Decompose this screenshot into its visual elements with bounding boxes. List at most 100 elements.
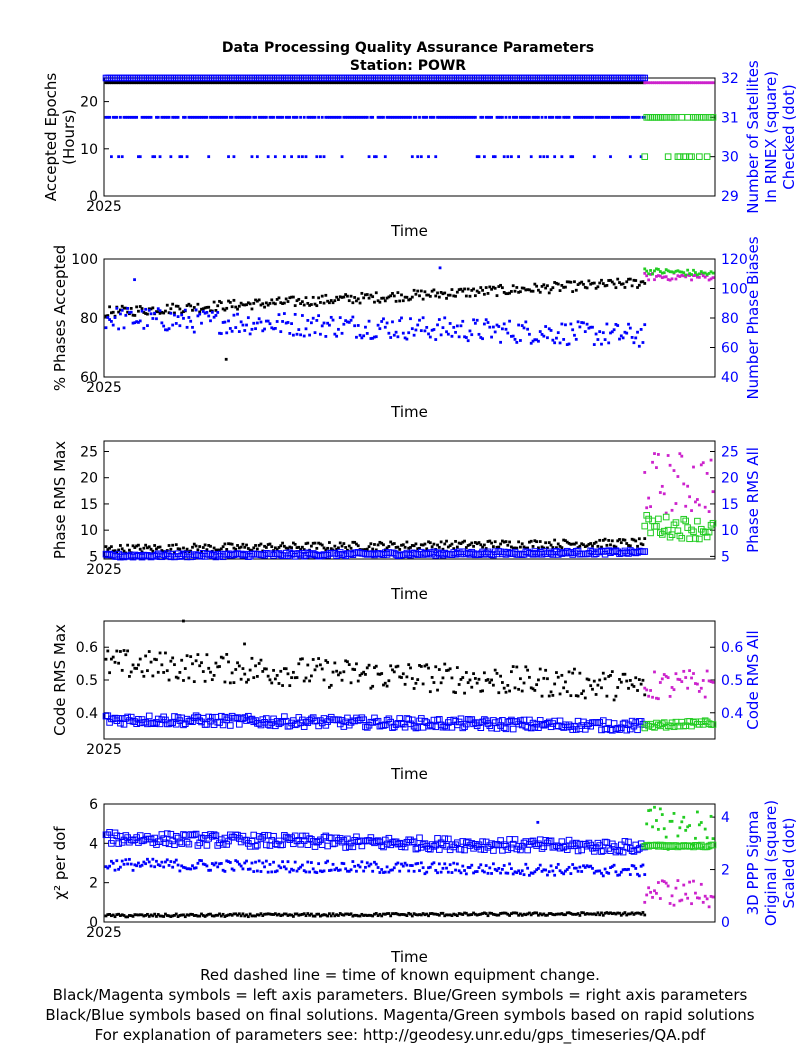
- data-point: [153, 311, 157, 315]
- data-point: [522, 681, 526, 685]
- data-point: [324, 115, 328, 119]
- data-point: [506, 292, 510, 296]
- data-point: [587, 865, 591, 869]
- data-point: [616, 911, 620, 915]
- data-point: [497, 81, 501, 85]
- data-point: [524, 288, 528, 292]
- data-point: [694, 682, 697, 685]
- data-point: [495, 294, 499, 298]
- data-point: [374, 664, 378, 668]
- data-point: [623, 81, 627, 85]
- data-point: [427, 540, 430, 544]
- data-point: [542, 334, 546, 338]
- data-point: [338, 541, 342, 545]
- data-point: [124, 858, 128, 862]
- data-point: [358, 333, 362, 337]
- data-point: [310, 115, 313, 119]
- data-point: [317, 115, 321, 119]
- data-point: [200, 859, 203, 863]
- data-point: [446, 81, 450, 85]
- data-point: [347, 299, 351, 303]
- data-point: [299, 302, 302, 305]
- data-point: [239, 677, 243, 681]
- data-point: [684, 273, 688, 277]
- data-point: [180, 313, 184, 317]
- data-point: [252, 115, 256, 119]
- data-point: [470, 845, 477, 852]
- data-point: [464, 546, 468, 549]
- data-point: [137, 663, 140, 667]
- data-point: [133, 913, 137, 917]
- series-final_right-1: [102, 547, 649, 561]
- data-point: [475, 913, 479, 917]
- data-point: [645, 81, 649, 85]
- data-point: [547, 694, 551, 698]
- data-point: [349, 546, 353, 550]
- data-point: [212, 863, 216, 867]
- data-point: [542, 283, 546, 287]
- data-point: [207, 314, 211, 318]
- data-point: [495, 81, 499, 85]
- data-point: [587, 722, 594, 730]
- data-point: [574, 694, 578, 698]
- data-point: [344, 546, 348, 549]
- data-point: [203, 311, 207, 315]
- data-point: [358, 714, 366, 721]
- data-point: [409, 864, 412, 867]
- data-point: [437, 862, 441, 866]
- data-point: [515, 340, 519, 344]
- data-point: [396, 664, 400, 668]
- data-point: [329, 840, 337, 848]
- data-point: [218, 299, 221, 303]
- data-point: [106, 115, 110, 119]
- data-point: [694, 114, 701, 121]
- data-point: [355, 913, 358, 917]
- data-point: [668, 463, 672, 467]
- left-tick-label: 20: [80, 95, 98, 111]
- data-point: [378, 540, 382, 544]
- data-point: [664, 835, 668, 839]
- data-point: [328, 323, 331, 327]
- data-point: [369, 686, 373, 690]
- data-point: [337, 81, 340, 85]
- data-point: [609, 543, 612, 547]
- data-point: [670, 508, 674, 512]
- data-point: [367, 864, 371, 868]
- data-point: [490, 115, 493, 119]
- data-point: [569, 322, 573, 326]
- data-point: [676, 153, 684, 160]
- data-point: [434, 912, 438, 916]
- data-point: [333, 914, 337, 918]
- data-point: [600, 545, 603, 549]
- data-point: [364, 548, 367, 551]
- data-point: [542, 676, 546, 680]
- data-point: [432, 328, 436, 331]
- data-point: [374, 912, 378, 915]
- data-point: [418, 546, 421, 550]
- data-point: [664, 526, 672, 534]
- data-point: [495, 718, 503, 725]
- data-point: [176, 863, 180, 867]
- data-point: [707, 679, 711, 683]
- data-point: [565, 868, 569, 871]
- series-rapid_right-3: [641, 717, 717, 732]
- data-point: [394, 665, 398, 669]
- data-point: [594, 913, 598, 917]
- data-point: [176, 304, 180, 308]
- data-point: [185, 155, 189, 159]
- data-point: [596, 81, 600, 85]
- data-point: [601, 671, 605, 675]
- data-point: [569, 542, 573, 546]
- data-point: [649, 269, 652, 272]
- data-point: [241, 323, 245, 327]
- data-point: [701, 81, 705, 85]
- data-point: [701, 679, 705, 682]
- data-point: [680, 515, 688, 523]
- data-point: [248, 912, 252, 916]
- data-point: [295, 81, 299, 85]
- data-point: [655, 515, 662, 523]
- data-point: [660, 271, 664, 275]
- data-point: [337, 546, 340, 550]
- data-point: [198, 115, 202, 119]
